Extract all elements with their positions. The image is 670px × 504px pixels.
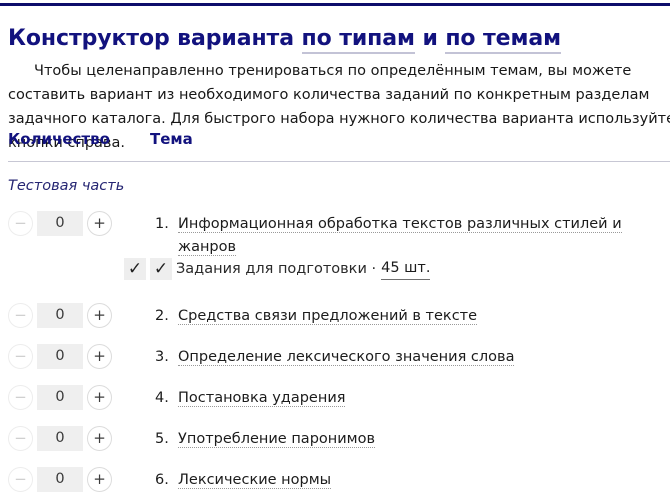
quantity-value[interactable]: 0 [37,384,83,410]
decrement-button[interactable]: − [8,343,33,369]
topic-link[interactable]: Употребление паронимов [178,431,376,448]
table-row: −0 +1. Информационная обработка текстов ра… [0,206,670,298]
increment-button[interactable]: + [87,343,112,369]
topic-number: 1. [155,216,169,232]
topic-cell: 2. Средства связи предложений в тексте [155,305,670,328]
intro-paragraph: Чтобы целенаправленно тренироваться по о… [8,62,670,151]
quantity-stepper: −0 + [8,302,112,328]
column-headers: Количество Тема [8,130,670,152]
decrement-button[interactable]: − [8,384,33,410]
topic-cell: 4. Постановка ударения [155,387,670,410]
quantity-stepper: −0 + [8,210,112,236]
topic-body: Постановка ударения [178,387,668,410]
page-title: Конструктор варианта по типам и по темам [8,25,561,54]
topic-body: Лексические нормы [178,469,668,492]
table-row: −0 +3. Определение лексического значения с… [0,339,670,380]
topic-link[interactable]: Информационная обработка текстов различн… [178,216,622,256]
topic-link[interactable]: Лексические нормы [178,472,332,489]
column-header-quantity: Количество [8,130,110,148]
decrement-button[interactable]: − [8,466,33,492]
topic-body: Определение лексического значения слова [178,346,668,369]
quantity-stepper: −0 + [8,466,112,492]
checkmark-icon-secondary[interactable]: ✓ [150,257,172,280]
topic-link[interactable]: Постановка ударения [178,390,346,407]
quantity-value[interactable]: 0 [37,210,83,236]
practice-tasks-label: Задания для подготовки · [176,260,377,277]
page-title-link-by-types[interactable]: по типам [301,25,415,54]
topic-number: 2. [155,308,169,324]
topic-cell: 5. Употребление паронимов [155,428,670,451]
header-divider [8,161,670,162]
increment-button[interactable]: + [87,210,112,236]
topic-number: 6. [155,472,169,488]
topic-body: Употребление паронимов [178,428,668,451]
topic-number: 4. [155,390,169,406]
topic-number: 5. [155,431,169,447]
decrement-button[interactable]: − [8,425,33,451]
page-title-link-by-topics[interactable]: по темам [445,25,561,54]
quantity-stepper: −0 + [8,384,112,410]
page-title-prefix: Конструктор варианта [8,25,302,51]
quantity-value[interactable]: 0 [37,343,83,369]
section-label-test-part: Тестовая часть [8,178,125,194]
column-header-topic: Тема [150,130,193,148]
page-title-conjunction: и [414,25,446,51]
table-row: −0 +4. Постановка ударения [0,380,670,421]
checkmark-icon-primary[interactable]: ✓ [124,257,146,280]
top-divider [0,3,670,6]
topic-link[interactable]: Средства связи предложений в тексте [178,308,478,325]
increment-button[interactable]: + [87,384,112,410]
topic-number: 3. [155,349,169,365]
topic-link[interactable]: Определение лексического значения слова [178,349,515,366]
quantity-stepper: −0 + [8,425,112,451]
topic-cell: 3. Определение лексического значения слов… [155,346,670,369]
quantity-stepper: −0 + [8,343,112,369]
quantity-value[interactable]: 0 [37,466,83,492]
topic-cell: 6. Лексические нормы [155,469,670,492]
topic-body: Средства связи предложений в тексте [178,305,668,328]
quantity-value[interactable]: 0 [37,302,83,328]
increment-button[interactable]: + [87,302,112,328]
table-row: −0 +6. Лексические нормы [0,462,670,503]
increment-button[interactable]: + [87,466,112,492]
practice-tasks-count-link[interactable]: 45 шт. [381,257,431,280]
quantity-value[interactable]: 0 [37,425,83,451]
table-row: −0 +2. Средства связи предложений в тексте [0,298,670,339]
topic-cell: 1. Информационная обработка текстов разли… [155,213,670,259]
topic-row-list: −0 +1. Информационная обработка текстов ра… [0,206,670,503]
topic-body: Информационная обработка текстов различн… [178,213,668,259]
decrement-button[interactable]: − [8,302,33,328]
decrement-button[interactable]: − [8,210,33,236]
table-row: −0 +5. Употребление паронимов [0,421,670,462]
increment-button[interactable]: + [87,425,112,451]
practice-tasks-line: ✓ ✓ Задания для подготовки · 45 шт. [124,257,431,280]
